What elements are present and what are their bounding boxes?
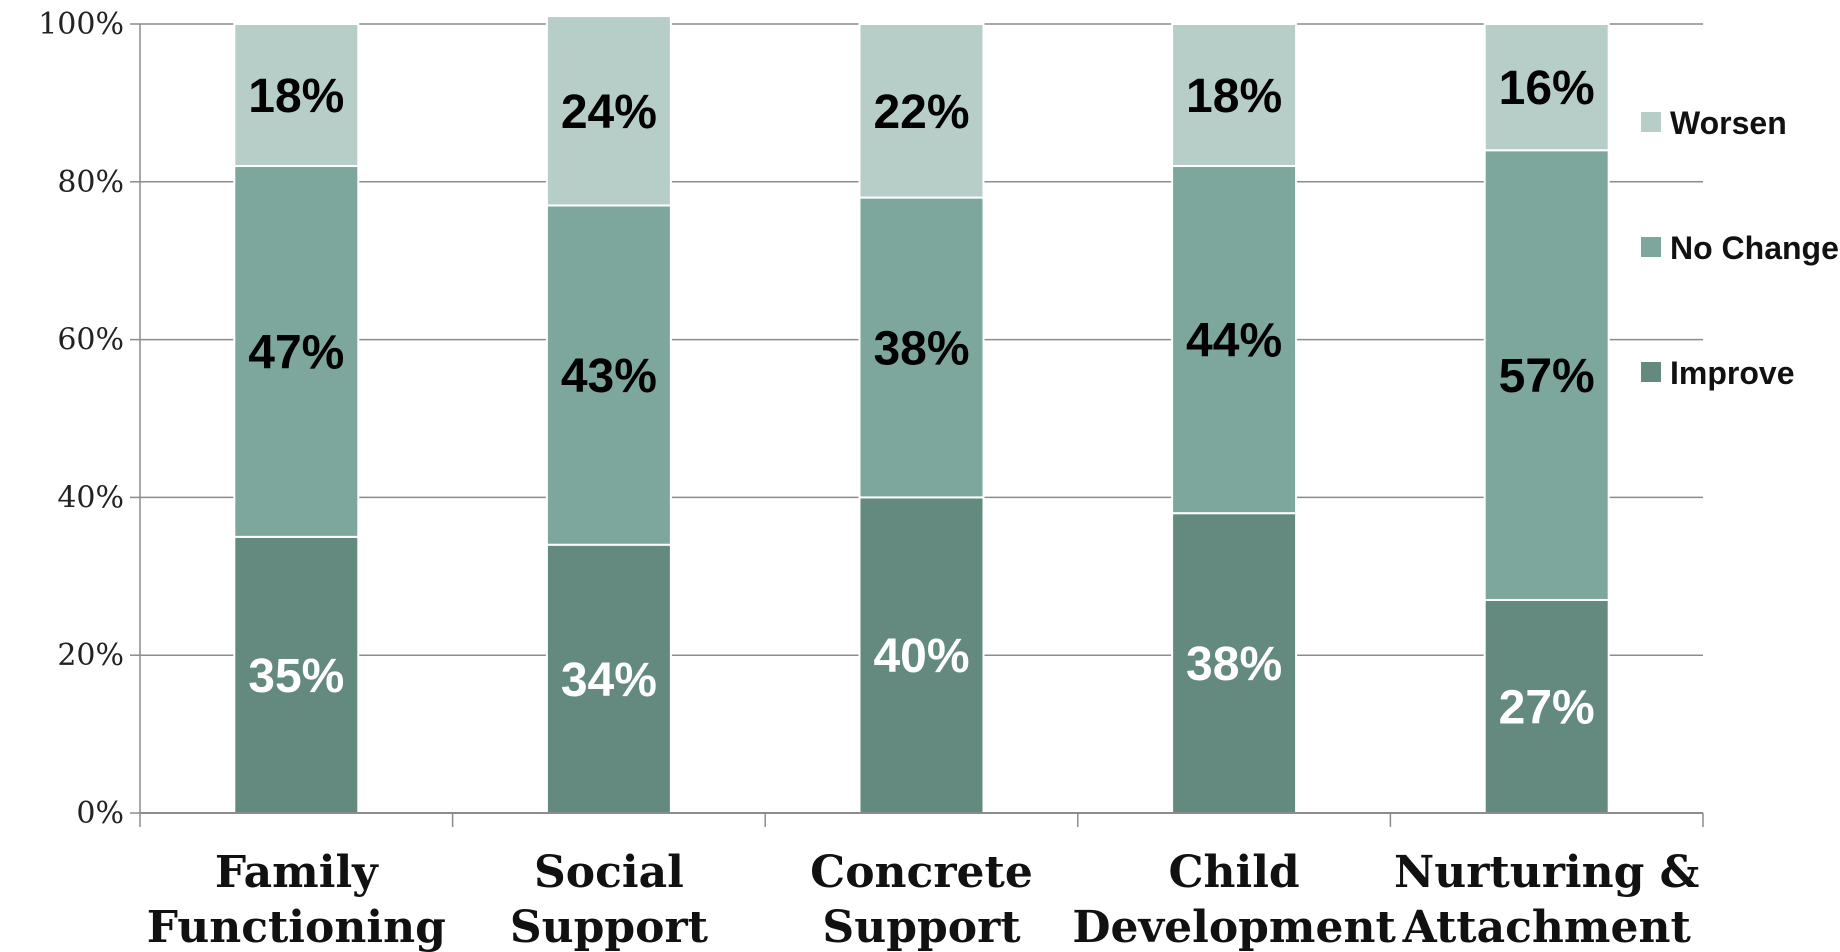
data-label: 57% [1499, 350, 1595, 403]
data-label: 34% [561, 654, 657, 707]
data-label: 24% [561, 86, 657, 139]
legend-swatch [1641, 237, 1661, 257]
legend-label: Improve [1670, 355, 1794, 391]
data-label: 27% [1499, 681, 1595, 734]
x-category-label: Support [510, 902, 709, 952]
y-axis: 0% 20% 40% 60% 80% 100% [38, 7, 141, 831]
x-category-label: Concrete [810, 847, 1033, 898]
bar-segment [545, 15, 672, 207]
x-category-label: Family [215, 847, 379, 898]
legend-swatch [1641, 362, 1661, 382]
y-tick-label: 40% [57, 480, 124, 515]
x-axis: FamilyFunctioningSocialSupportConcreteSu… [139, 812, 1704, 952]
bar-segment [858, 23, 985, 199]
data-label: 40% [873, 630, 969, 683]
data-label: 16% [1499, 62, 1595, 115]
data-label: 38% [873, 322, 969, 375]
data-label: 47% [248, 326, 344, 379]
data-label: 38% [1186, 638, 1282, 691]
data-label: 22% [873, 86, 969, 139]
bar-segment [233, 535, 360, 814]
bar-segment [233, 165, 360, 538]
data-label: 43% [561, 350, 657, 403]
bar-segment [233, 23, 360, 168]
legend-label: No Change [1670, 230, 1839, 266]
bar-segment [545, 204, 672, 546]
bar-segment [858, 196, 985, 499]
x-category-label: Social [534, 847, 684, 898]
x-category-label: Functioning [147, 902, 446, 952]
bar-segment [1171, 512, 1298, 814]
data-label: 44% [1186, 315, 1282, 368]
x-category-label: Support [822, 902, 1021, 952]
y-tick-label: 80% [57, 165, 124, 200]
bar-segment [858, 496, 985, 814]
data-label: 18% [1186, 70, 1282, 123]
legend-swatch [1641, 112, 1661, 132]
bar-segment [1483, 598, 1610, 814]
y-tick-label: 100% [38, 7, 124, 42]
y-tick-label: 60% [57, 323, 124, 358]
bars: 35% 47% 18% 34% 43% 24% 40% 38% 22% 38% 44% 18% 27% 5… [233, 15, 1610, 814]
x-category-label: Child [1168, 847, 1299, 898]
legend-label: Worsen [1670, 105, 1787, 141]
data-label: 18% [248, 70, 344, 123]
bar-segment [1483, 23, 1610, 152]
bar-segment [1171, 23, 1298, 168]
x-category-label: Development [1072, 902, 1396, 952]
bar-segment [1483, 149, 1610, 601]
y-tick-label: 0% [76, 796, 124, 831]
x-category-label: Nurturing & [1394, 847, 1699, 898]
y-tick-label: 20% [57, 638, 124, 673]
x-category-label: Attachment [1402, 902, 1692, 952]
legend: Worsen No Change Improve [1641, 105, 1839, 391]
data-label: 35% [248, 650, 344, 703]
